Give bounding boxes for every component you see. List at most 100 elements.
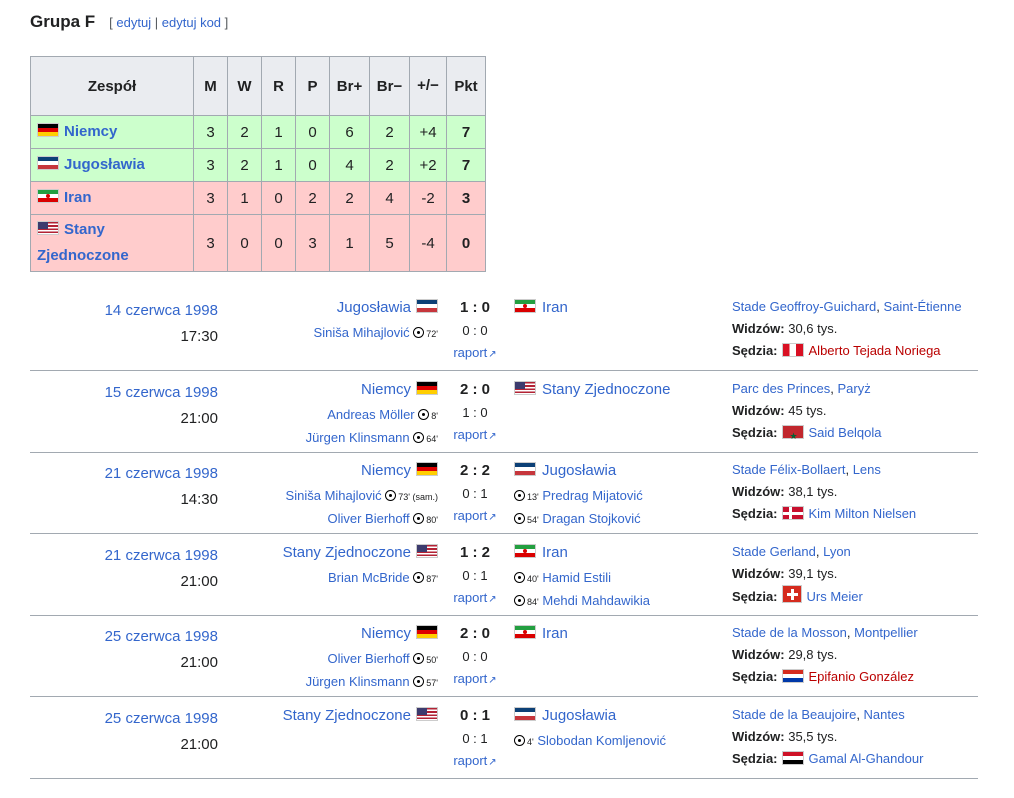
stat-cell: 4 [369,181,410,215]
match-date-link[interactable]: 25 czerwca 1998 [104,628,218,645]
flag-icon [416,381,438,395]
home-team-block: Niemcy Siniša Mihajlović 73' (sam.) Oliver… [286,461,438,531]
stadium-link[interactable]: Stade de la Beaujoire [732,707,857,722]
edit-link[interactable]: edytuj [116,15,152,30]
scorer-link[interactable]: Jürgen Klinsmann [305,674,410,689]
match-time: 14:30 [180,491,218,508]
team-link[interactable]: Jugosławia [64,156,145,173]
match-row: 15 czerwca 1998 21:00 Niemcy Andreas Möller… [30,372,978,453]
home-team-link[interactable]: Stany Zjednoczone [282,707,411,724]
match-date-link[interactable]: 21 czerwca 1998 [104,465,218,482]
scorer-link[interactable]: Oliver Bierhoff [327,511,410,526]
section-title: Grupa F [30,12,96,31]
referee-link[interactable]: Urs Meier [806,589,863,604]
scorer-link[interactable]: Jürgen Klinsmann [305,430,410,445]
scorer-link[interactable]: Oliver Bierhoff [327,651,410,666]
report-link[interactable]: raport↗ [453,590,497,605]
stat-cell: 0 [295,115,330,149]
stat-cell: 3 [193,148,228,182]
away-team-link[interactable]: Iran [542,544,568,561]
city-link[interactable]: Nantes [863,707,905,722]
referee-link[interactable]: Epifanio González [808,669,915,684]
team-link[interactable]: Stany Zjednoczone [37,221,129,264]
stadium-link[interactable]: Stade Gerland [732,544,816,559]
referee-label: Sędzia: [732,589,778,604]
report-link[interactable]: raport↗ [453,508,497,523]
stadium-link[interactable]: Stade Geoffroy-Guichard [732,299,877,314]
home-team-link[interactable]: Jugosławia [336,299,411,316]
score-block: 2 : 2 0 : 1 raport↗ [442,461,508,529]
external-link-icon: ↗ [488,757,497,768]
match-datetime: 25 czerwca 1998 21:00 [105,624,218,676]
city-link[interactable]: Paryż [837,381,871,396]
final-score: 0 : 1 [459,707,490,724]
away-team-link[interactable]: Iran [542,625,568,642]
scorer-link[interactable]: Dragan Stojković [542,511,641,526]
attendance-label: Widzów: [732,484,785,499]
scorer-link[interactable]: Brian McBride [328,570,410,585]
scorer: Jürgen Klinsmann 64' [306,427,438,450]
referee-link[interactable]: Alberto Tejada Noriega [808,343,941,358]
referee-label: Sędzia: [732,425,778,440]
report-link[interactable]: raport↗ [453,345,497,360]
scorer-link[interactable]: Slobodan Komljenović [537,733,666,748]
match-time: 21:00 [180,736,218,753]
venue-block: Stade Félix-Bollaert, Lens Widzów: 38,1 t… [732,462,917,521]
report-link[interactable]: raport↗ [453,753,497,768]
flag-icon [416,707,438,721]
stadium-link[interactable]: Stade de la Mosson [732,625,847,640]
referee-link[interactable]: Said Belqola [808,425,882,440]
away-team-link[interactable]: Stany Zjednoczone [542,381,671,398]
referee-link[interactable]: Kim Milton Nielsen [808,506,917,521]
edit-code-link[interactable]: edytuj kod [161,15,222,30]
flag-icon [37,221,59,235]
home-team-link[interactable]: Niemcy [360,381,411,398]
standings-row: Jugosławia 3 2 1 0 4 2 +2 7 [30,148,486,182]
attendance-value: 29,8 tys. [788,647,838,662]
final-score: 1 : 0 [459,299,490,316]
home-team-block: Stany Zjednoczone Brian McBride 87' [283,543,438,590]
report-link[interactable]: raport↗ [453,671,497,686]
match-row: 21 czerwca 1998 21:00 Stany Zjednoczone Bri… [30,535,978,616]
header-lost: P [295,56,330,116]
team-link[interactable]: Niemcy [64,123,118,140]
stadium-link[interactable]: Parc des Princes [732,381,831,396]
city-link[interactable]: Lens [852,462,881,477]
standings-table: Zespół M W R P Br+ Br− +/− Pkt Niemcy 3 2 1… [30,56,486,272]
stadium-link[interactable]: Stade Félix-Bollaert [732,462,846,477]
ball-icon [514,513,525,524]
stat-cell: 0 [227,214,262,272]
referee-link[interactable]: Gamal Al-Ghandour [808,751,924,766]
scorer-link[interactable]: Predrag Mijatović [542,488,643,503]
scorer: Oliver Bierhoff 50' [306,648,439,671]
scorer-link[interactable]: Siniša Mihajlović [313,325,410,340]
match-datetime: 21 czerwca 1998 21:00 [105,543,218,595]
scorer-link[interactable]: Siniša Mihajlović [285,488,382,503]
goal-minute: 57' [426,678,438,688]
scorer-link[interactable]: Hamid Estili [542,570,611,585]
home-team-link[interactable]: Niemcy [360,625,411,642]
away-team-link[interactable]: Jugosławia [542,707,617,724]
score-block: 1 : 2 0 : 1 raport↗ [442,543,508,611]
city-link[interactable]: Saint-Étienne [883,299,962,314]
city-link[interactable]: Montpellier [854,625,918,640]
home-team-link[interactable]: Stany Zjednoczone [282,544,411,561]
referee-label: Sędzia: [732,669,778,684]
scorer-link[interactable]: Andreas Möller [327,407,415,422]
goal-minute: 84' [527,597,539,607]
scorer-link[interactable]: Mehdi Mahdawikia [542,593,651,608]
away-team-link[interactable]: Jugosławia [542,462,617,479]
report-link[interactable]: raport↗ [453,427,497,442]
venue-block: Parc des Princes, Paryż Widzów: 45 tys. Sę… [732,378,882,447]
goal-minute: 64' [426,434,438,444]
match-date-link[interactable]: 15 czerwca 1998 [104,384,218,401]
match-date-link[interactable]: 25 czerwca 1998 [104,710,218,727]
attendance-value: 35,5 tys. [788,729,838,744]
away-team-link[interactable]: Iran [542,299,568,316]
match-date-link[interactable]: 14 czerwca 1998 [104,302,218,319]
ball-icon [413,653,425,664]
city-link[interactable]: Lyon [823,544,851,559]
team-link[interactable]: Iran [64,189,92,206]
home-team-link[interactable]: Niemcy [360,462,411,479]
match-date-link[interactable]: 21 czerwca 1998 [104,547,218,564]
